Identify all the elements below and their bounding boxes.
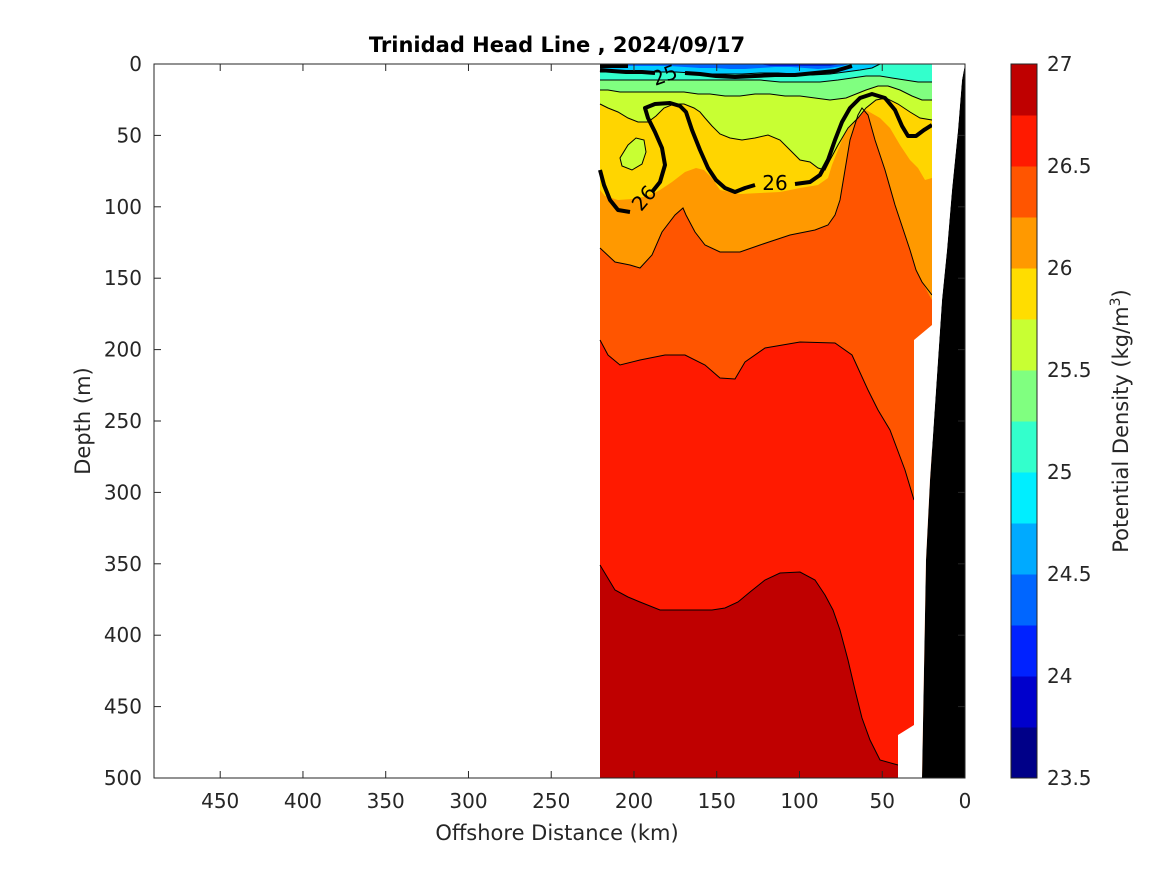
colorbar-swatch xyxy=(1011,421,1037,473)
thin-contours xyxy=(599,64,933,766)
thick-contours xyxy=(598,64,934,214)
colorbar-swatch xyxy=(1011,319,1037,371)
x-tick-label: 250 xyxy=(532,789,570,813)
x-tick-label: 300 xyxy=(449,789,487,813)
y-tick-label: 450 xyxy=(104,695,142,719)
colorbar-tick-label: 24.5 xyxy=(1047,562,1092,586)
y-tick-label: 300 xyxy=(104,480,142,504)
colorbar-frame xyxy=(1010,63,1038,779)
contour-line xyxy=(599,339,915,501)
colorbar-swatch xyxy=(1011,64,1037,116)
x-tick-label: 200 xyxy=(615,789,653,813)
y-tick-label: 200 xyxy=(104,338,142,362)
x-tick-label: 150 xyxy=(698,789,736,813)
x-tick-label: 450 xyxy=(201,789,239,813)
colorbar-swatch xyxy=(1011,727,1037,779)
y-tick-label: 0 xyxy=(129,52,142,76)
colorbar-swatch xyxy=(1011,574,1037,626)
coastal-white-gap xyxy=(898,64,965,778)
colorbar-swatch xyxy=(1011,166,1037,218)
y-tick-label: 350 xyxy=(104,552,142,576)
y-tick-label: 100 xyxy=(104,195,142,219)
colorbar-label-main: Potential Density (kg/m xyxy=(1109,306,1133,552)
contour-line xyxy=(599,564,899,766)
x-axis-title: Offshore Distance (km) xyxy=(435,821,678,845)
colorbar-swatch xyxy=(1011,268,1037,320)
contour-26-left xyxy=(598,169,631,214)
contour-26-right xyxy=(794,92,934,186)
colorbar-swatch xyxy=(1011,217,1037,269)
colorbar xyxy=(1011,63,1037,779)
contour-line xyxy=(599,97,933,171)
contour-25 xyxy=(599,68,656,75)
contour-line xyxy=(600,75,932,83)
seafloor-black xyxy=(922,64,965,778)
x-tick-label: 0 xyxy=(959,789,972,813)
contour-25-right xyxy=(684,64,853,79)
x-axis-ticks: 450 400 350 300 250 200 150 100 50 0 xyxy=(201,64,971,813)
colorbar-label: Potential Density (kg/m3) xyxy=(1108,289,1133,553)
contour-line xyxy=(600,85,932,101)
colorbar-ticks: 23.5 24 24.5 25 25.5 26 26.5 27 xyxy=(1047,52,1092,790)
contour-26-main xyxy=(643,101,756,194)
x-tick-label: 50 xyxy=(870,789,895,813)
colorbar-tick-label: 26.5 xyxy=(1047,154,1092,178)
y-tick-label: 150 xyxy=(104,266,142,290)
colorbar-swatch xyxy=(1011,676,1037,728)
colorbar-tick-label: 25 xyxy=(1047,460,1072,484)
y-axis-ticks: 0 50 100 150 200 250 300 350 400 450 500 xyxy=(104,52,965,790)
colorbar-swatch xyxy=(1011,523,1037,575)
colorbar-swatch xyxy=(1011,370,1037,422)
y-tick-label: 400 xyxy=(104,623,142,647)
colorbar-tick-label: 25.5 xyxy=(1047,358,1092,382)
contour-line xyxy=(600,64,881,76)
y-tick-label: 250 xyxy=(104,409,142,433)
contour-line xyxy=(599,107,933,296)
colorbar-tick-label: 24 xyxy=(1047,664,1072,688)
region-mid-layer xyxy=(600,64,932,778)
y-axis-title: Depth (m) xyxy=(71,367,95,474)
contour-label-26b: 26 xyxy=(762,171,787,195)
colorbar-label-suffix: ) xyxy=(1109,289,1133,297)
colorbar-tick-label: 23.5 xyxy=(1047,766,1092,790)
colorbar-swatch xyxy=(1011,472,1037,524)
y-tick-label: 500 xyxy=(104,766,142,790)
chart-title: Trinidad Head Line , 2024/09/17 xyxy=(369,33,745,57)
x-tick-label: 100 xyxy=(780,789,818,813)
colorbar-tick-label: 26 xyxy=(1047,256,1072,280)
x-tick-label: 350 xyxy=(367,789,405,813)
contour-fill-group xyxy=(598,64,965,778)
colorbar-swatch xyxy=(1011,625,1037,677)
y-tick-label: 50 xyxy=(117,123,142,147)
lime-patch xyxy=(619,137,647,171)
colorbar-label-sup: 3 xyxy=(1108,297,1124,306)
colorbar-tick-label: 27 xyxy=(1047,52,1072,76)
x-tick-label: 400 xyxy=(284,789,322,813)
colorbar-swatch xyxy=(1011,115,1037,167)
